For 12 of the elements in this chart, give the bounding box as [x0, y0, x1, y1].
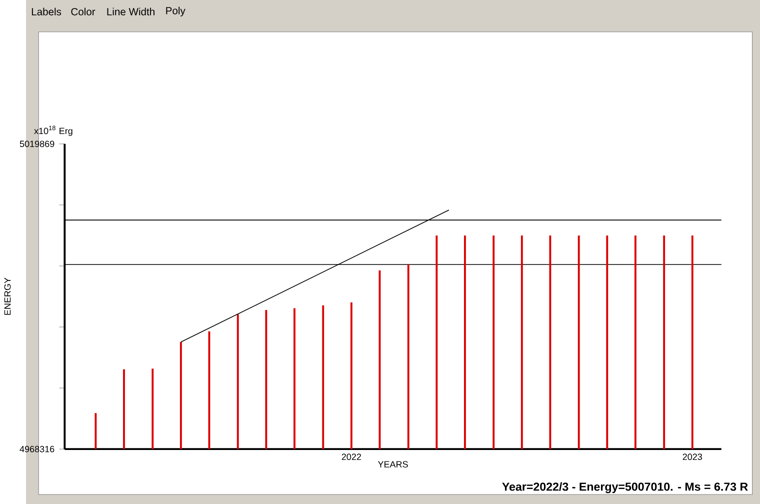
text: Color	[71, 8, 96, 16]
y-axis-title: ENERGY	[4, 278, 11, 315]
y-tick-label: 4968316	[20, 446, 54, 452]
text: x10$^{18}$ Erg	[34, 126, 72, 136]
x-tick-label: 2022	[342, 454, 361, 460]
text: Labels	[32, 8, 62, 16]
text: Poly	[166, 6, 186, 16]
text: Line Width	[107, 8, 154, 16]
x-axis-title: YEARS	[378, 461, 408, 468]
y-tick-label: 5019869	[20, 140, 54, 148]
x-tick-label: 2023	[682, 454, 702, 460]
text: Year=2022/3 - Energy=5007010. - Ms = 6.73 R	[502, 482, 748, 494]
